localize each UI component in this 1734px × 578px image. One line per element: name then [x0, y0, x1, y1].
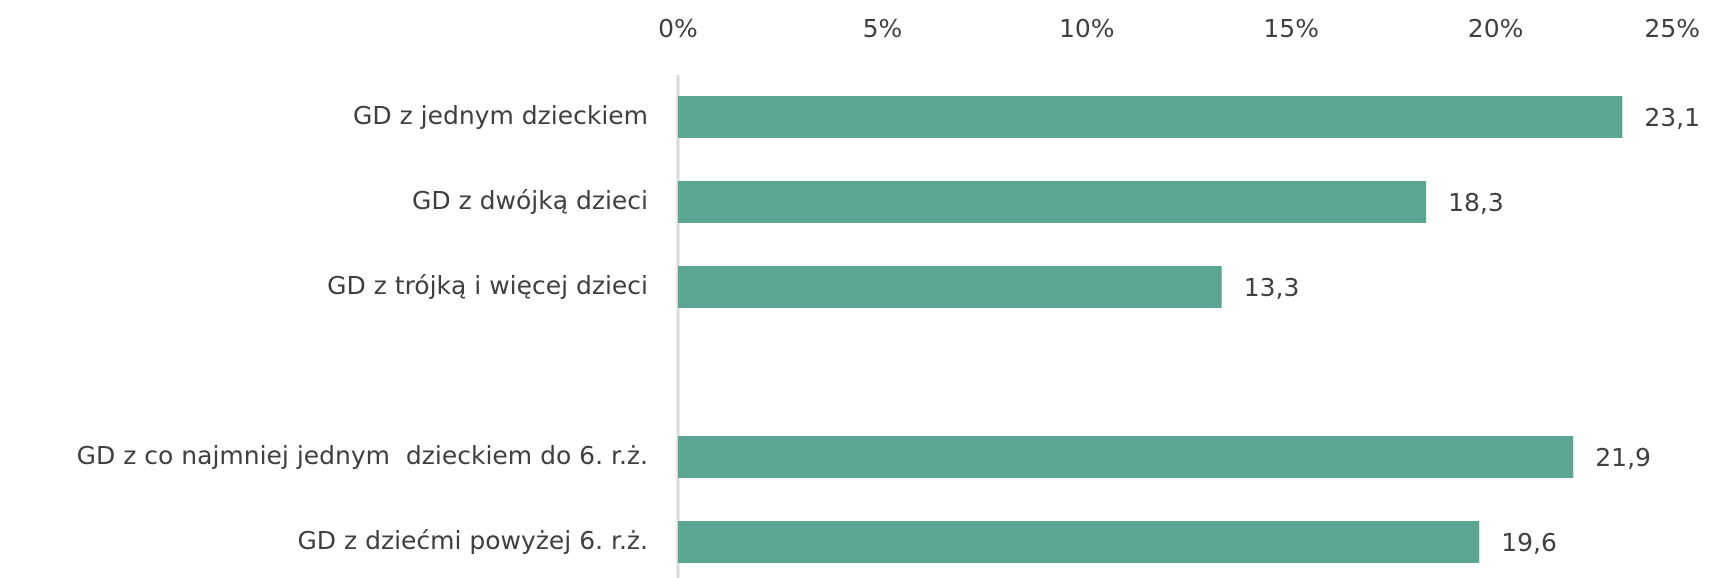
bar [678, 96, 1623, 138]
data-label: 23,1 [1644, 103, 1700, 132]
y-tick-label: GD z dwójką dzieci [412, 186, 648, 215]
bar [678, 521, 1480, 563]
x-tick-label: 5% [863, 14, 903, 43]
x-tick-label: 0% [658, 14, 698, 43]
bar [678, 266, 1222, 308]
x-tick-label: 20% [1468, 14, 1524, 43]
data-label: 21,9 [1595, 443, 1651, 472]
x-tick-label: 15% [1263, 14, 1319, 43]
x-tick-label: 25% [1644, 14, 1700, 43]
y-tick-label: GD z trójką i więcej dzieci [327, 271, 648, 300]
data-label: 13,3 [1244, 273, 1300, 302]
x-tick-label: 10% [1059, 14, 1115, 43]
data-label: 18,3 [1448, 188, 1504, 217]
y-tick-label: GD z dziećmi powyżej 6. r.ż. [297, 526, 648, 555]
y-tick-label: GD z co najmniej jednym dzieckiem do 6. … [77, 441, 648, 470]
y-tick-label: GD z jednym dzieckiem [353, 101, 648, 130]
bar [678, 181, 1427, 223]
data-label: 19,6 [1501, 528, 1557, 557]
bar [678, 436, 1574, 478]
